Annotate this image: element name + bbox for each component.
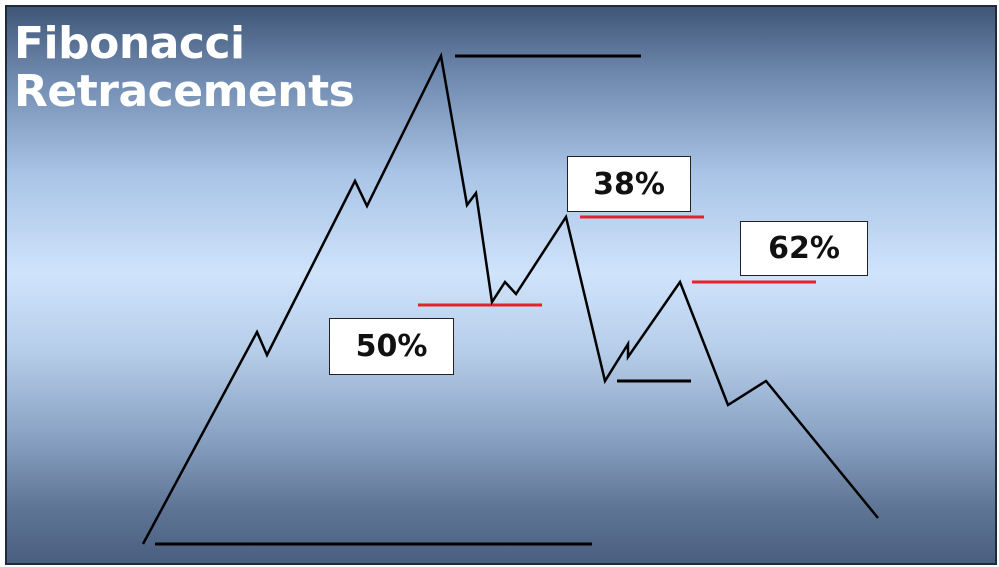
price-path — [143, 56, 878, 544]
level-label-50: 50% — [329, 318, 454, 375]
level-label-62: 62% — [740, 221, 868, 276]
level-label-38: 38% — [567, 156, 691, 212]
